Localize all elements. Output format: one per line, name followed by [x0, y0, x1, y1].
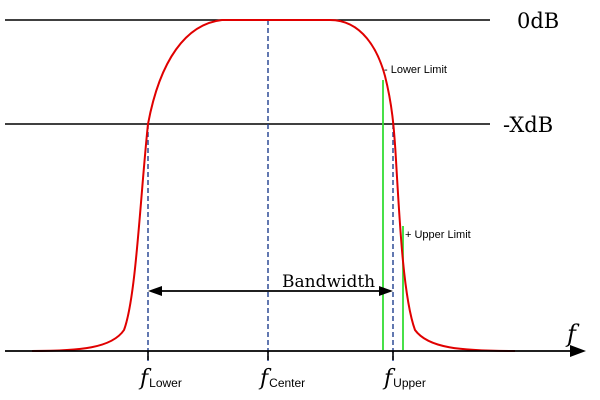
axis-f-label: f — [565, 320, 580, 348]
f-upper-label: fUpper — [382, 366, 426, 391]
zero-db-label: 0dB — [517, 9, 559, 33]
upper-limit-label: + Upper Limit — [405, 229, 471, 241]
minus-x-db-label: -XdB — [503, 113, 553, 137]
response-curve — [31, 19, 516, 352]
f-upper-subscript: Upper — [393, 376, 426, 390]
frequency-axis-arrowhead — [570, 345, 586, 357]
f-center-subscript: Center — [269, 376, 305, 390]
f-lower-label: fLower — [138, 366, 182, 391]
bandwidth-arrowhead-right — [379, 286, 393, 296]
bandwidth-arrowhead-left — [148, 286, 162, 296]
lower-limit-label: - Lower Limit — [384, 64, 447, 76]
f-center-label: fCenter — [258, 366, 305, 391]
f-lower-subscript: Lower — [149, 376, 182, 390]
bandwidth-label: Bandwidth — [282, 272, 375, 292]
